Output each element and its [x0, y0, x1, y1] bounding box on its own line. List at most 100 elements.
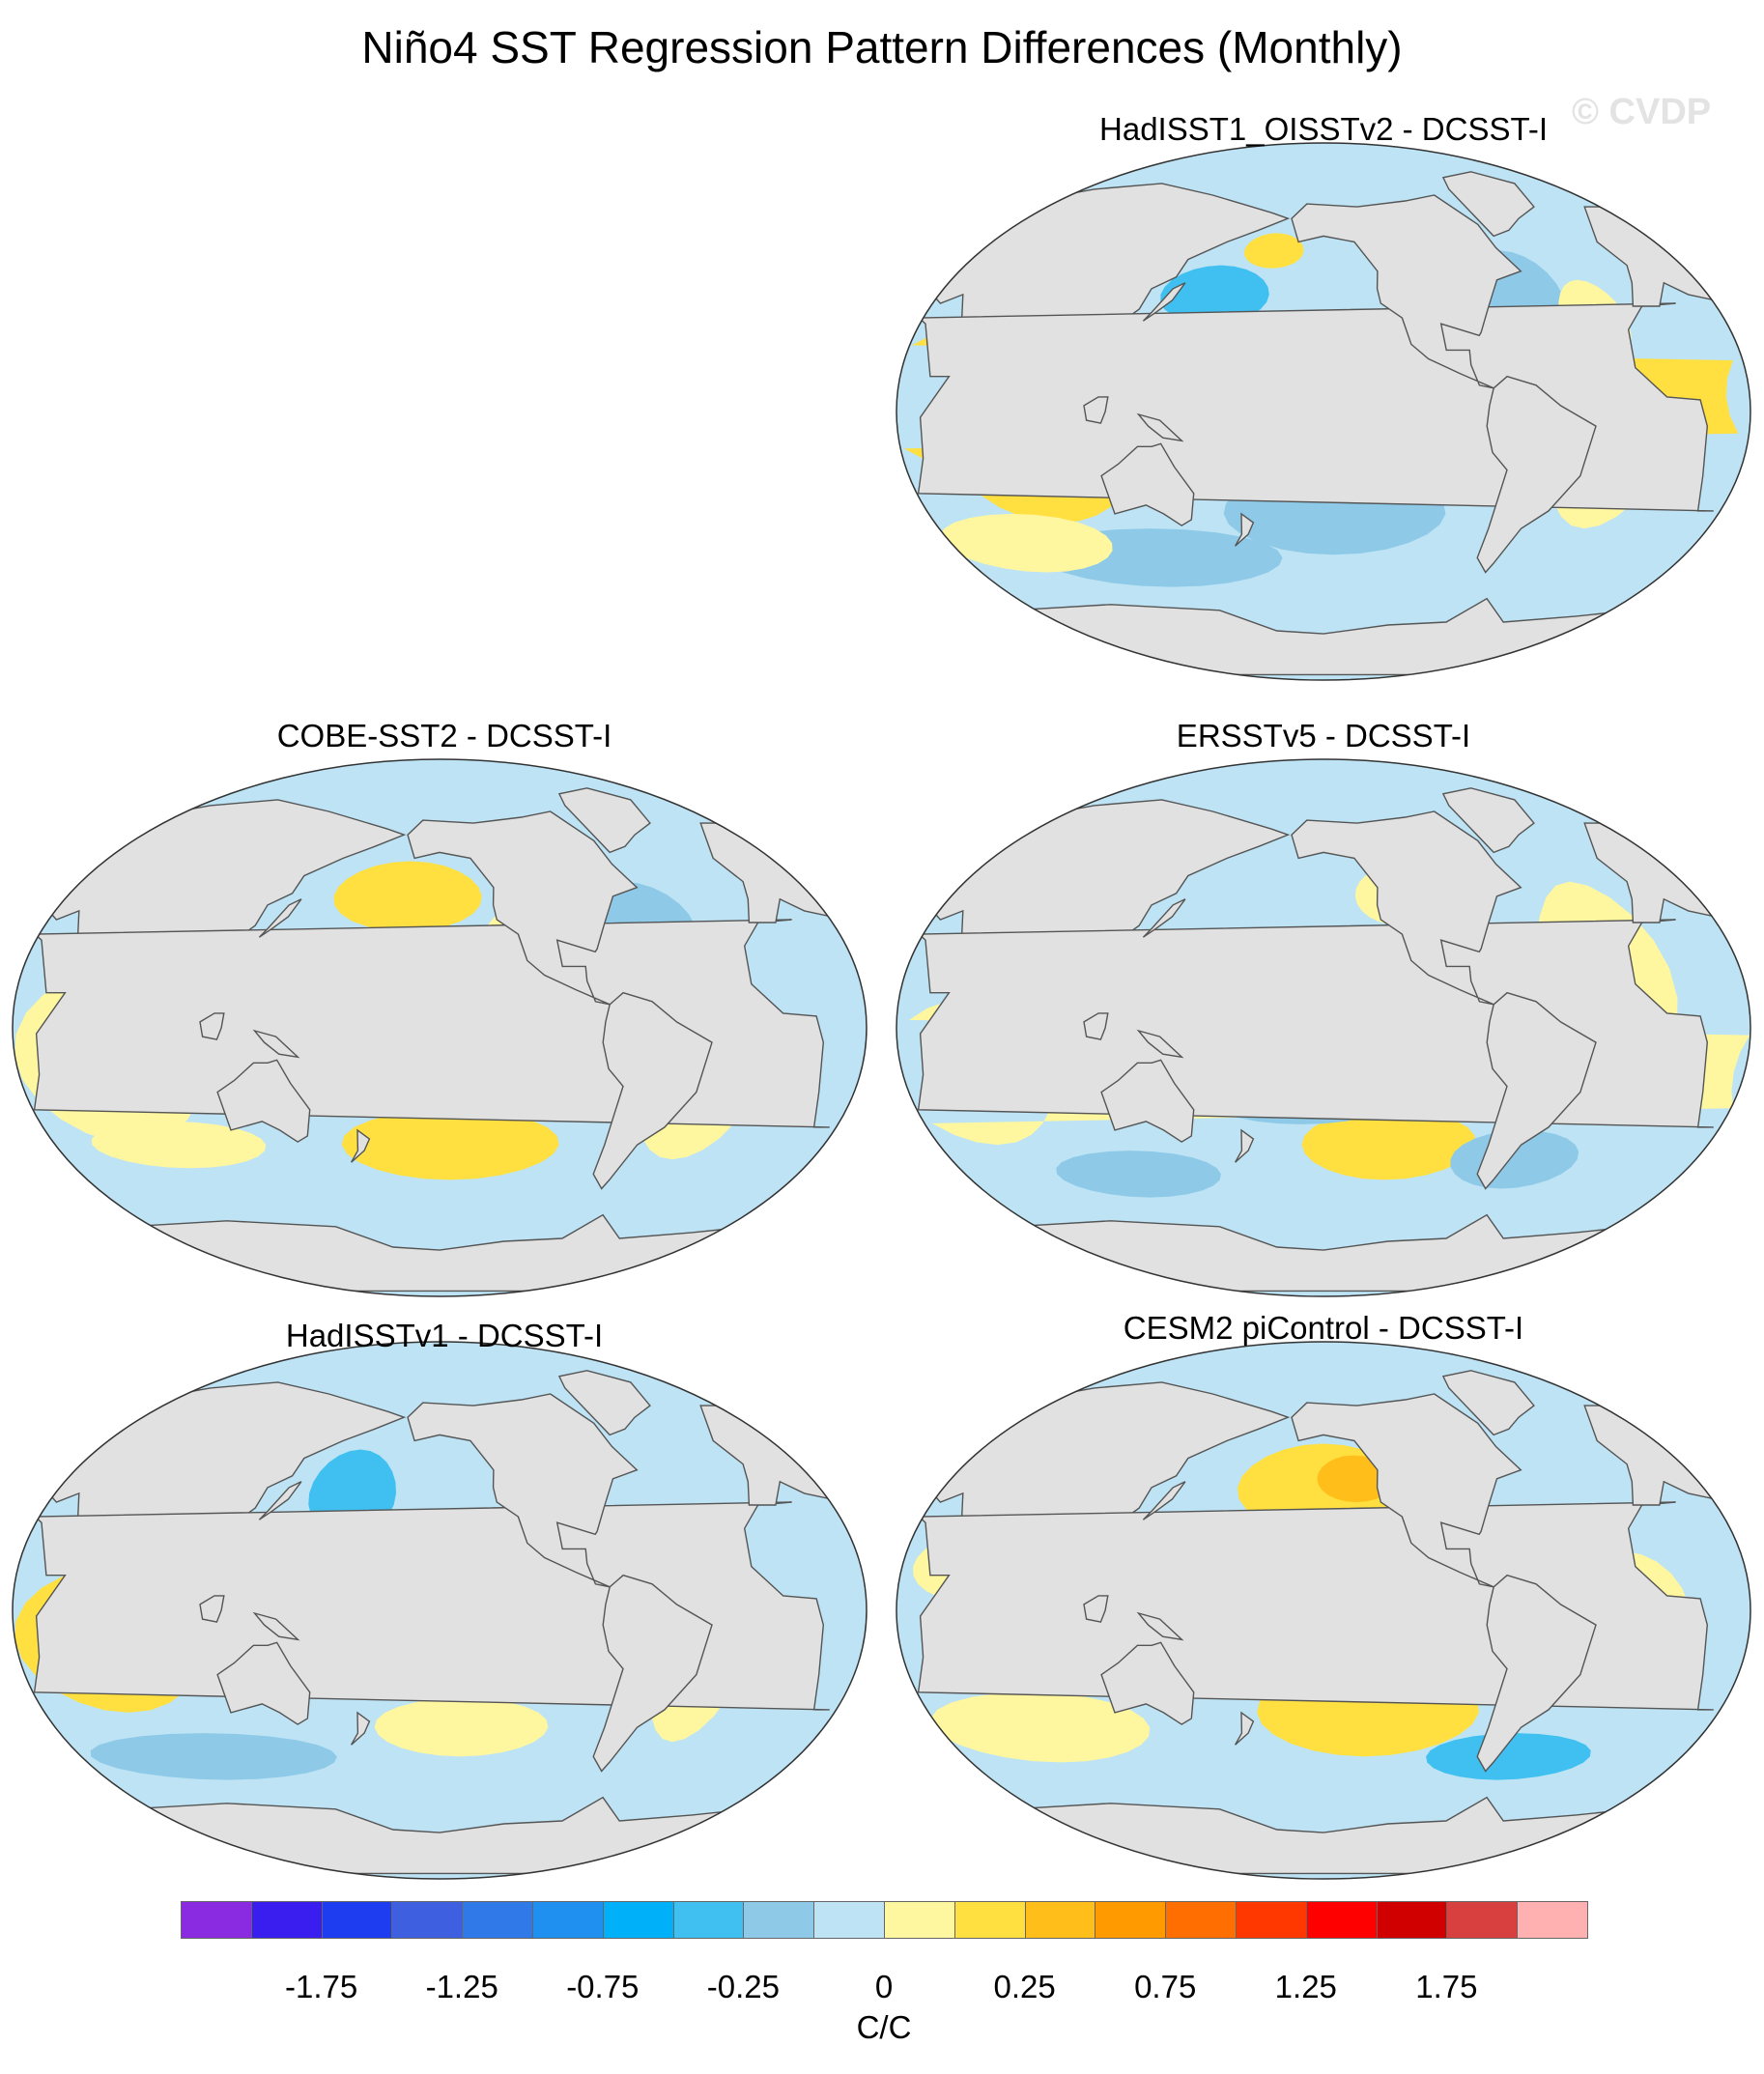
sst-anomaly-region [374, 1697, 549, 1757]
panel-label-cesm2-picontrol: CESM2 piControl - DCSST-I [1123, 1310, 1524, 1346]
map-border [12, 1341, 868, 1880]
colorbar-tick-label: 1.75 [1415, 1969, 1478, 2004]
sst-anomaly-region [930, 1691, 1151, 1763]
colorbar-tick-label: 0.25 [993, 1969, 1056, 2004]
colorbar-box [953, 1901, 1026, 1939]
map-border [896, 758, 1751, 1297]
map-svg [12, 758, 868, 1297]
land-africa [917, 302, 1714, 512]
land-southamerica [1476, 991, 1597, 1190]
colorbar-box [1517, 1901, 1588, 1939]
map-svg [896, 1341, 1751, 1880]
land-newzealand [1234, 1711, 1255, 1746]
land-australia [1100, 442, 1195, 526]
land-africa [33, 1501, 830, 1711]
colorbar-box [1305, 1901, 1378, 1939]
sst-anomaly-region [1426, 1733, 1591, 1780]
land-northamerica [1291, 810, 1522, 1006]
land-greenland [557, 787, 651, 854]
panel-label-hadisst1-oisstv2: HadISST1_OISSTv2 - DCSST-I [1099, 111, 1548, 147]
panel-label-ersstv5: ERSSTv5 - DCSST-I [1176, 718, 1471, 753]
land-newzealand [1234, 512, 1255, 547]
colorbar-box [181, 1901, 252, 1939]
colorbar-unit-label: C/C [856, 2009, 912, 2045]
land-newguinea [1136, 1611, 1184, 1641]
colorbar-box [532, 1901, 604, 1939]
panel-label-hadisstv1: HadISSTv1 - DCSST-I [285, 1318, 604, 1353]
colorbar-box [1446, 1901, 1519, 1939]
colorbar-tick-label: -0.25 [706, 1969, 780, 2004]
colorbar-tick-label: -0.75 [566, 1969, 640, 2004]
colorbar [181, 1901, 1588, 1941]
land-southamerica [592, 991, 713, 1190]
map-panel-hadisstv1: HadISSTv1 - DCSST-I [10, 1318, 869, 1882]
sst-anomaly-region [333, 861, 482, 932]
sst-anomaly-region [91, 1121, 267, 1169]
land-northamerica [407, 1393, 639, 1588]
land-borneo [199, 1595, 225, 1623]
sst-anomaly-region [1301, 1109, 1476, 1180]
land-australia [1100, 1059, 1195, 1143]
map-panel-cobe-sst2: COBE-SST2 - DCSST-I [10, 718, 869, 1299]
land-greenland [1441, 171, 1535, 238]
colorbar-box [602, 1901, 674, 1939]
colorbar-box [884, 1901, 955, 1939]
colorbar-tick-label: -1.75 [284, 1969, 358, 2004]
map-border [896, 142, 1751, 681]
colorbar-tick-label: 1.25 [1274, 1969, 1337, 2004]
sst-anomaly-region [1317, 1455, 1394, 1502]
colorbar-tick-label: -1.25 [425, 1969, 498, 2004]
land-newguinea [1136, 412, 1184, 442]
map-panel-hadisst1-oisstv2: HadISST1_OISSTv2 - DCSST-I [894, 111, 1753, 683]
land-japan [1142, 282, 1186, 322]
land-greenland [1441, 787, 1535, 854]
land-newguinea [252, 1611, 300, 1641]
colorbar-box [1024, 1901, 1096, 1939]
land-greenland [557, 1370, 651, 1436]
sst-anomaly-region [341, 1109, 559, 1180]
land-northamerica [1291, 194, 1522, 389]
colorbar-box [1236, 1901, 1307, 1939]
land-newguinea [252, 1029, 300, 1059]
land-newzealand [1234, 1128, 1255, 1163]
land-africa [917, 919, 1714, 1128]
colorbar-box [250, 1901, 323, 1939]
land-borneo [1083, 1595, 1109, 1623]
colorbar-box [1165, 1901, 1237, 1939]
watermark: © CVDP [1572, 92, 1712, 132]
colorbar-box [321, 1901, 393, 1939]
colorbar-tick-label: 0 [874, 1969, 894, 2004]
colorbar-box [1376, 1901, 1448, 1939]
figure-title: Niño4 SST Regression Pattern Differences… [361, 22, 1403, 72]
land-japan [258, 1481, 302, 1520]
land-japan [1142, 898, 1186, 938]
colorbar-box [391, 1901, 464, 1939]
land-australia [216, 1059, 311, 1143]
panel-label-cobe-sst2: COBE-SST2 - DCSST-I [276, 718, 612, 753]
land-borneo [1083, 396, 1109, 424]
land-africa [33, 919, 830, 1128]
land-southamerica [592, 1574, 713, 1773]
colorbar-box [813, 1901, 885, 1939]
land-southamerica [1476, 375, 1597, 574]
land-southamerica [1476, 1574, 1597, 1773]
land-japan [258, 898, 302, 938]
land-newguinea [1136, 1029, 1184, 1059]
land-borneo [1083, 1012, 1109, 1040]
map-panel-cesm2-picontrol: CESM2 piControl - DCSST-I [894, 1310, 1753, 1882]
sst-anomaly-region [1056, 1151, 1221, 1198]
colorbar-box [743, 1901, 815, 1939]
land-australia [216, 1641, 311, 1725]
map-border [12, 758, 868, 1297]
map-panel-ersstv5: ERSSTv5 - DCSST-I [894, 718, 1753, 1299]
land-newzealand [350, 1128, 371, 1163]
colorbar-box [672, 1901, 745, 1939]
sst-anomaly-region [940, 513, 1113, 573]
map-svg [896, 142, 1751, 681]
sst-anomaly-region [90, 1733, 337, 1780]
land-northamerica [1291, 1393, 1522, 1588]
land-africa [917, 1501, 1714, 1711]
land-greenland [1441, 1370, 1535, 1436]
land-newzealand [350, 1711, 371, 1746]
